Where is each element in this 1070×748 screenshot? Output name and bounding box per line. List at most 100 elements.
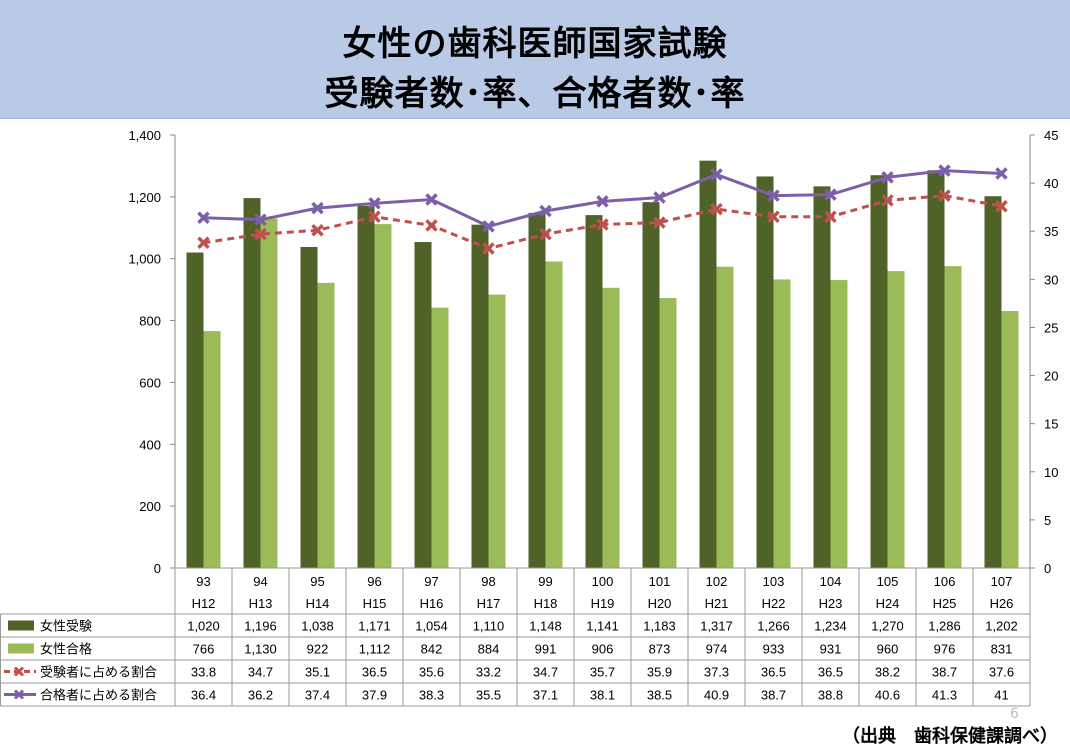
right-tick-label: 35 bbox=[1044, 224, 1058, 239]
table-cell: 38.1 bbox=[590, 688, 615, 703]
marker-x bbox=[995, 167, 1008, 180]
bar-passers bbox=[1001, 310, 1019, 568]
table-cell: 37.3 bbox=[704, 665, 729, 680]
table-cell: 1,234 bbox=[814, 619, 847, 634]
table-cell: 38.8 bbox=[818, 688, 843, 703]
table-cell: 933 bbox=[763, 642, 785, 657]
table-cell: 37.1 bbox=[533, 688, 558, 703]
marker-x bbox=[767, 210, 780, 224]
table-cell: 1,317 bbox=[700, 619, 733, 634]
bar-applicants bbox=[471, 224, 489, 568]
marker-x bbox=[368, 210, 381, 224]
table-cell: 41.3 bbox=[932, 688, 957, 703]
table-cell: 960 bbox=[877, 642, 899, 657]
bar-passers bbox=[602, 287, 620, 568]
bar-applicants bbox=[186, 252, 204, 568]
bar-passers bbox=[374, 224, 392, 568]
table-cell: 842 bbox=[421, 642, 443, 657]
bar-passers bbox=[659, 297, 677, 568]
marker-x bbox=[197, 236, 210, 250]
table-cell: 35.7 bbox=[590, 665, 615, 680]
title-line-1: 女性の歯科医師国家試験 bbox=[342, 24, 728, 64]
table-cell: 991 bbox=[535, 642, 557, 657]
subcategory-label: H13 bbox=[249, 596, 273, 611]
left-tick-label: 1,000 bbox=[128, 252, 161, 267]
marker-x bbox=[938, 189, 951, 202]
bar-passers bbox=[203, 331, 221, 568]
subcategory-label: H21 bbox=[705, 596, 729, 611]
bar-applicants bbox=[642, 202, 660, 569]
marker-x bbox=[596, 218, 609, 231]
title-banner: 女性の歯科医師国家試験 受験者数･率、合格者数･率 bbox=[0, 0, 1070, 119]
subcategory-label: H25 bbox=[933, 596, 957, 611]
table-cell: 1,286 bbox=[928, 619, 961, 634]
table-cell: 922 bbox=[307, 642, 329, 657]
table-cell: 36.5 bbox=[761, 665, 786, 680]
table-cell: 1,141 bbox=[586, 619, 619, 634]
table-cell: 35.1 bbox=[305, 665, 330, 680]
table-cell: 41 bbox=[994, 688, 1008, 703]
table-cell: 1,171 bbox=[358, 619, 391, 634]
table-cell: 35.9 bbox=[647, 665, 672, 680]
category-label: 93 bbox=[196, 574, 210, 589]
subcategory-label: H16 bbox=[420, 596, 444, 611]
table-cell: 38.7 bbox=[932, 665, 957, 680]
marker-x bbox=[254, 227, 267, 241]
marker-x bbox=[596, 195, 609, 208]
table-cell: 884 bbox=[478, 642, 500, 657]
category-label: 97 bbox=[424, 574, 438, 589]
right-tick-label: 25 bbox=[1044, 320, 1058, 335]
subcategory-label: H22 bbox=[762, 596, 786, 611]
right-tick-label: 20 bbox=[1044, 369, 1058, 384]
left-tick-label: 400 bbox=[139, 437, 161, 452]
bar-passers bbox=[260, 218, 278, 568]
table-cell: 35.6 bbox=[419, 665, 444, 680]
bar-applicants bbox=[756, 176, 774, 569]
bar-applicants bbox=[585, 215, 603, 569]
left-tick-label: 1,400 bbox=[128, 128, 161, 143]
marker-x bbox=[824, 210, 837, 224]
right-tick-label: 15 bbox=[1044, 417, 1058, 432]
category-label: 98 bbox=[481, 574, 495, 589]
marker-x bbox=[767, 189, 780, 202]
page-number: 6 bbox=[1010, 706, 1019, 722]
right-tick-label: 45 bbox=[1044, 128, 1058, 143]
marker-x bbox=[881, 194, 894, 207]
table-cell: 36.5 bbox=[362, 665, 387, 680]
category-label: 96 bbox=[367, 574, 381, 589]
category-label: 104 bbox=[820, 574, 842, 589]
category-label: 94 bbox=[253, 574, 267, 589]
table-cell: 1,112 bbox=[359, 642, 391, 657]
table-cell: 906 bbox=[592, 642, 614, 657]
table-cell: 37.6 bbox=[989, 665, 1014, 680]
marker-x bbox=[539, 204, 552, 218]
left-tick-label: 1,200 bbox=[128, 190, 161, 205]
bar-passers bbox=[830, 280, 848, 568]
bar-passers bbox=[488, 294, 506, 568]
table-cell: 766 bbox=[193, 642, 215, 657]
category-label: 103 bbox=[763, 574, 785, 589]
right-tick-label: 40 bbox=[1044, 176, 1058, 191]
right-tick-label: 0 bbox=[1044, 561, 1051, 576]
table-cell: 1,038 bbox=[301, 619, 334, 634]
marker-x bbox=[881, 171, 894, 184]
left-tick-label: 600 bbox=[139, 375, 161, 390]
marker-x bbox=[653, 191, 666, 204]
bar-passers bbox=[773, 279, 791, 568]
marker-x bbox=[653, 216, 666, 229]
left-tick-label: 800 bbox=[139, 314, 161, 329]
table-cell: 1,110 bbox=[473, 619, 505, 634]
marker-x bbox=[311, 201, 324, 215]
table-cell: 40.6 bbox=[875, 688, 900, 703]
table-cell: 931 bbox=[820, 642, 842, 657]
bar-applicants bbox=[300, 246, 318, 568]
table-cell: 1,196 bbox=[244, 619, 277, 634]
bar-applicants bbox=[699, 160, 717, 568]
subcategory-label: H23 bbox=[819, 596, 843, 611]
table-cell: 37.4 bbox=[305, 688, 330, 703]
marker-x bbox=[311, 224, 324, 237]
right-tick-label: 10 bbox=[1044, 465, 1058, 480]
bar-applicants bbox=[927, 170, 945, 568]
table-cell: 36.5 bbox=[818, 665, 843, 680]
